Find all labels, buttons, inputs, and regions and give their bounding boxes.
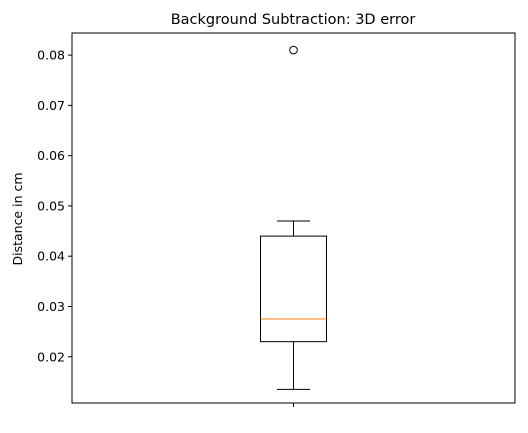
interquartile-box: [260, 235, 327, 343]
y-tick-label: 0.02: [37, 349, 65, 364]
y-tick-label: 0.05: [37, 198, 65, 213]
plot-frame: [71, 32, 516, 404]
plot-area: 0.02 0.03 0.04 0.05 0.06 0.07 0.08: [37, 45, 327, 407]
y-tick-label: 0.06: [37, 148, 65, 163]
y-axis-label: Distance in cm: [10, 172, 25, 265]
y-tick-label: 0.04: [37, 249, 65, 264]
chart-title: Background Subtraction: 3D error: [171, 12, 416, 28]
y-tick-label: 0.08: [37, 48, 65, 63]
y-tick-label: 0.03: [37, 299, 65, 314]
outlier-point: [289, 45, 298, 55]
y-tick-label: 0.07: [37, 98, 65, 113]
